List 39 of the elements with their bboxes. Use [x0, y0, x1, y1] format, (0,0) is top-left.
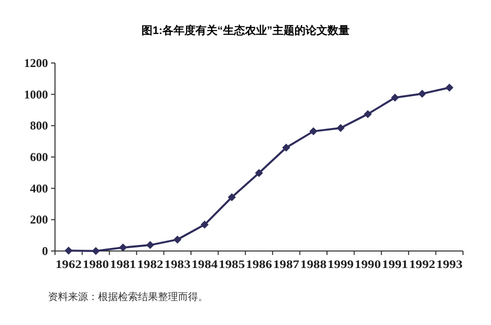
chart-title: 图1:各年度有关“生态农业”主题的论文数量: [142, 24, 350, 37]
y-tick-label: 400: [30, 181, 48, 196]
x-tick-label: 1988: [300, 259, 327, 271]
y-tick-label: 800: [30, 118, 48, 133]
point: [418, 90, 426, 98]
point: [146, 241, 154, 250]
point: [364, 110, 372, 118]
point: [255, 168, 263, 177]
y-tick-label: 600: [30, 150, 48, 164]
x-tick-label: 1982: [137, 259, 164, 271]
x-tick-label: 1991: [382, 259, 408, 271]
y-tick-label: 0: [42, 244, 48, 258]
y-tick-label: 1200: [24, 56, 48, 70]
point: [336, 124, 345, 132]
x-tick-label: 1980: [82, 259, 110, 271]
x-tick-label: 1985: [218, 259, 246, 271]
point: [445, 84, 454, 92]
point: [282, 144, 290, 152]
x-tick-label: 1983: [164, 259, 191, 271]
x-tick-label: 1993: [436, 259, 463, 271]
point: [309, 127, 318, 136]
point: [64, 246, 73, 255]
point: [200, 220, 209, 229]
text: 资料来源：根据检索结果整理而得。: [48, 291, 208, 303]
x-tick-label: 1987: [273, 259, 300, 271]
x-tick-label: 1990: [354, 259, 382, 271]
point: [228, 193, 236, 202]
y-tick-label: 1000: [24, 87, 48, 102]
point: [119, 244, 127, 252]
point: [173, 236, 182, 244]
x-tick-label: 1981: [110, 259, 136, 271]
x-tick-label: 1986: [246, 259, 272, 271]
y-tick-label: 200: [30, 212, 48, 227]
point: [391, 94, 399, 102]
x-tick-label: 1992: [409, 259, 436, 271]
x-tick-label: 1962: [56, 259, 82, 271]
point: [92, 247, 100, 255]
x-tick-label: 1984: [192, 259, 218, 271]
x-tick-label: 1999: [328, 259, 354, 271]
